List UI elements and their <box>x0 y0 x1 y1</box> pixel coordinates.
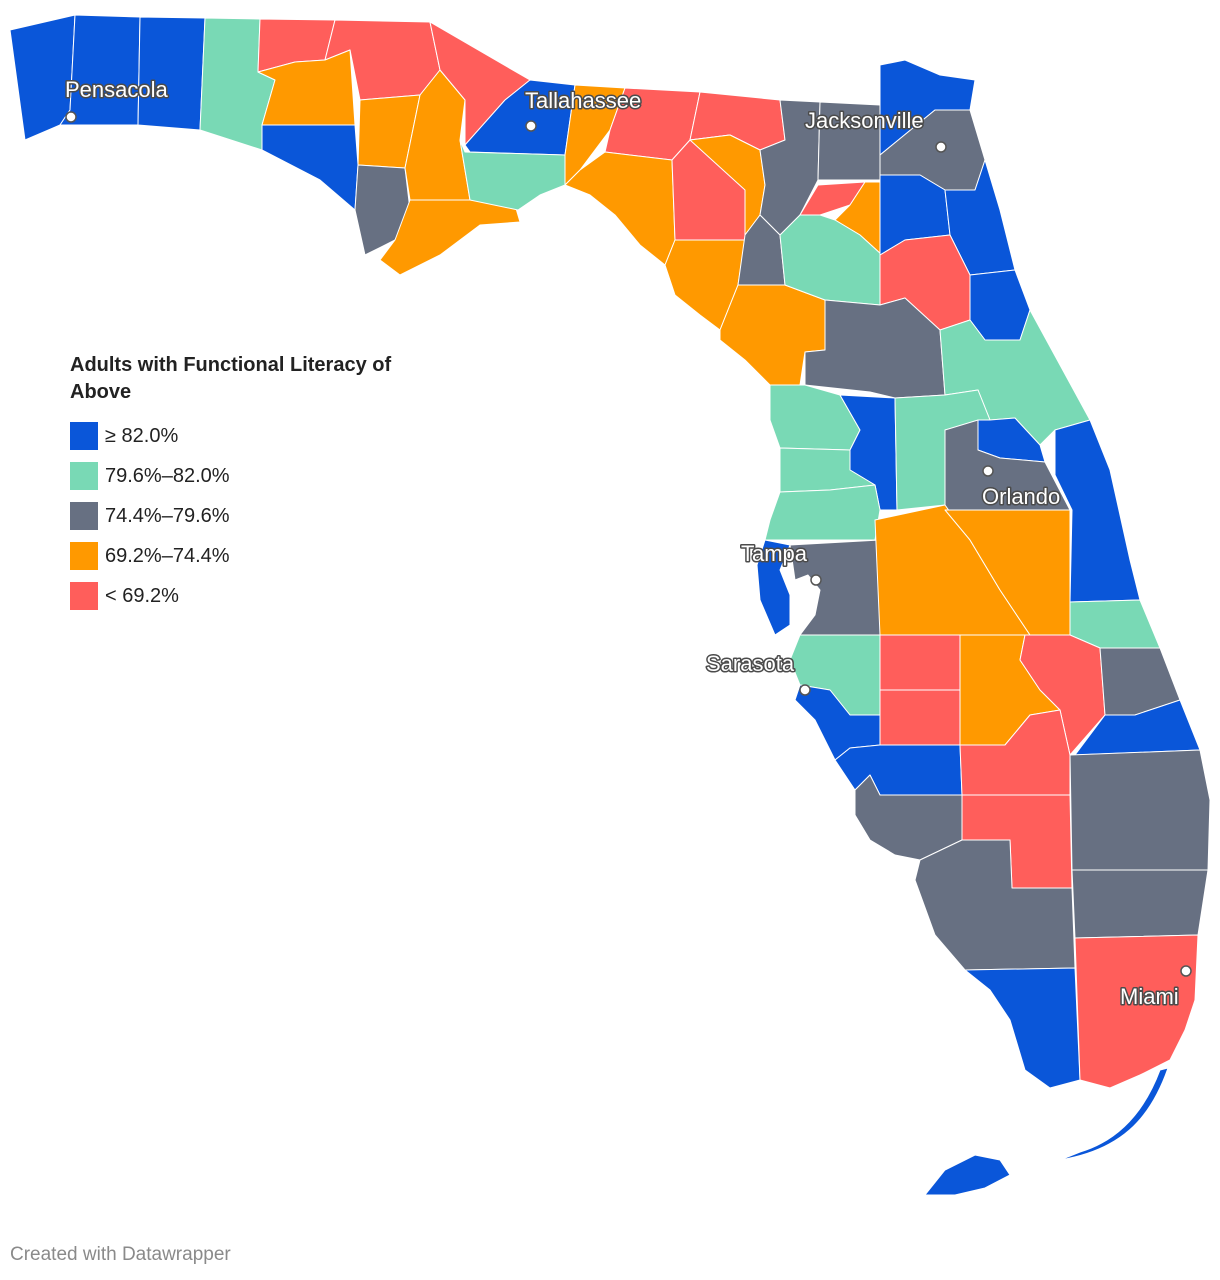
legend-title: Adults with Functional Literacy of Above <box>70 354 392 403</box>
legend-label: 69.2%–74.4% <box>105 544 230 567</box>
orlando-label: Orlando <box>982 484 1060 509</box>
county-flagler[interactable] <box>969 269 1031 341</box>
county-miami-dade[interactable] <box>1074 934 1199 1089</box>
legend-swatch <box>70 462 98 490</box>
legend-label: ≥ 82.0% <box>105 424 179 447</box>
pensacola-marker <box>65 111 77 123</box>
legend-item[interactable]: ≥ 82.0% <box>70 416 450 456</box>
county-pasco[interactable] <box>764 484 881 541</box>
legend-label: 74.4%–79.6% <box>105 504 230 527</box>
county-washington[interactable] <box>257 49 356 126</box>
county-monroe[interactable] <box>964 967 1081 1089</box>
tallahassee-marker <box>525 120 537 132</box>
legend-item[interactable]: 79.6%–82.0% <box>70 456 450 496</box>
datawrapper-credit[interactable]: Created with Datawrapper <box>10 1244 231 1265</box>
legend-swatch <box>70 542 98 570</box>
tampa-marker <box>810 574 822 586</box>
county-citrus[interactable] <box>769 384 861 451</box>
legend-swatch <box>70 582 98 610</box>
miami-marker <box>1180 965 1192 977</box>
county-bay[interactable] <box>261 124 359 211</box>
pensacola-label: Pensacola <box>65 77 169 102</box>
legend-swatch <box>70 502 98 530</box>
florida-county-map: Pensacola Tallahassee Jacksonville Orlan… <box>9 14 1211 1196</box>
miami-label: Miami <box>1120 984 1179 1009</box>
county-taylor[interactable] <box>564 151 676 266</box>
county-desoto[interactable] <box>879 689 961 746</box>
county-hardee[interactable] <box>879 634 961 691</box>
county-broward[interactable] <box>1071 869 1209 939</box>
jacksonville-marker <box>935 141 947 153</box>
tampa-label: Tampa <box>741 541 808 566</box>
legend-item[interactable]: 74.4%–79.6% <box>70 496 450 536</box>
orlando-marker <box>982 465 994 477</box>
sarasota-label: Sarasota <box>706 651 795 676</box>
sarasota-marker <box>799 684 811 696</box>
county-pinellas[interactable] <box>756 539 791 636</box>
county-santa-rosa[interactable] <box>59 14 141 126</box>
legend-item[interactable]: < 69.2% <box>70 576 450 616</box>
legend-label: < 69.2% <box>105 584 179 607</box>
county-okaloosa[interactable] <box>137 16 206 131</box>
legend: Adults with Functional Literacy of Above… <box>70 352 450 616</box>
legend-label: 79.6%–82.0% <box>105 464 230 487</box>
tallahassee-label: Tallahassee <box>525 88 641 113</box>
jacksonville-label: Jacksonville <box>805 108 924 133</box>
key-west-area <box>924 1154 1011 1196</box>
legend-swatch <box>70 422 98 450</box>
florida-keys <box>1059 1067 1169 1161</box>
county-palm-beach[interactable] <box>1069 749 1211 871</box>
county-charlotte[interactable] <box>834 744 963 796</box>
county-union[interactable] <box>799 181 866 216</box>
county-collier[interactable] <box>914 839 1076 971</box>
county-martin[interactable] <box>1074 699 1201 756</box>
legend-item[interactable]: 69.2%–74.4% <box>70 536 450 576</box>
